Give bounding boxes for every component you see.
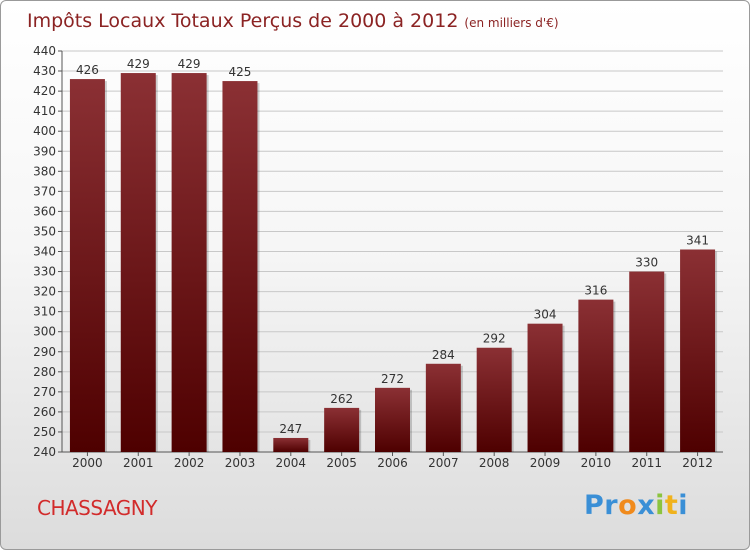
- x-tick-label: 2002: [174, 456, 205, 470]
- logo-letter: o: [618, 490, 638, 521]
- y-tick-label: 410: [33, 104, 56, 118]
- bar: [222, 81, 258, 452]
- bar: [375, 387, 410, 452]
- y-tick-label: 300: [33, 325, 56, 339]
- y-tick-label: 350: [33, 224, 56, 238]
- chart-title: Impôts Locaux Totaux Perçus de 2000 à 20…: [27, 10, 559, 32]
- y-tick-label: 420: [33, 84, 56, 98]
- data-label: 272: [381, 372, 404, 386]
- x-tick-label: 2005: [326, 456, 357, 470]
- y-tick-label: 400: [33, 124, 56, 138]
- x-tick-label: 2004: [276, 456, 307, 470]
- bar: [120, 73, 156, 453]
- y-tick-label: 280: [33, 365, 56, 379]
- y-tick-label: 360: [33, 204, 56, 218]
- logo-letter: i: [678, 490, 689, 521]
- data-label: 292: [483, 332, 506, 346]
- bar: [171, 73, 207, 453]
- data-label: 426: [76, 63, 99, 77]
- bar: [425, 363, 461, 452]
- y-tick-label: 320: [33, 285, 56, 299]
- x-tick-label: 2012: [682, 456, 713, 470]
- bar: [527, 323, 563, 452]
- y-tick-label: 430: [33, 64, 56, 78]
- data-label: 341: [686, 233, 709, 247]
- data-label: 316: [584, 284, 607, 298]
- y-tick-label: 370: [33, 184, 56, 198]
- x-tick-label: 2006: [377, 456, 408, 470]
- chart-title-text: Impôts Locaux Totaux Perçus de 2000 à 20…: [27, 10, 459, 32]
- x-tick-label: 2003: [225, 456, 256, 470]
- bar: [680, 249, 716, 452]
- bar: [324, 407, 360, 452]
- bar: [476, 347, 512, 452]
- logo-letter: t: [664, 490, 679, 521]
- y-tick-label: 250: [33, 425, 56, 439]
- x-tick-label: 2000: [72, 456, 103, 470]
- y-tick-label: 260: [33, 405, 56, 419]
- x-tick-label: 2008: [479, 456, 510, 470]
- data-label: 284: [432, 348, 455, 362]
- logo-letter: i: [655, 490, 665, 521]
- x-tick-label: 2011: [631, 456, 662, 470]
- x-tick-label: 2001: [123, 456, 154, 470]
- y-tick-label: 340: [33, 245, 56, 259]
- data-label: 429: [127, 57, 150, 71]
- bar: [629, 271, 665, 452]
- y-tick-label: 270: [33, 385, 56, 399]
- y-tick-label: 380: [33, 164, 56, 178]
- y-tick-label: 390: [33, 144, 56, 158]
- y-tick-label: 440: [33, 44, 56, 58]
- commune-name: CHASSAGNY: [37, 496, 157, 520]
- data-label: 262: [330, 392, 353, 406]
- data-label: 304: [534, 308, 557, 322]
- chart-unit: (en milliers d'€): [464, 16, 559, 30]
- x-tick-label: 2010: [581, 456, 612, 470]
- data-label: 429: [178, 57, 201, 71]
- logo-letter: P: [584, 490, 605, 521]
- bar: [69, 79, 105, 452]
- y-tick-label: 330: [33, 265, 56, 279]
- y-tick-label: 290: [33, 345, 56, 359]
- logo-letter: x: [637, 490, 656, 521]
- y-tick-label: 310: [33, 305, 56, 319]
- proxiti-logo: Proxiti: [584, 490, 688, 521]
- bar: [578, 299, 614, 452]
- y-tick-label: 240: [33, 445, 56, 459]
- x-tick-label: 2007: [428, 456, 459, 470]
- data-label: 330: [635, 256, 658, 270]
- logo-letter: r: [604, 490, 619, 521]
- data-label: 425: [229, 65, 252, 79]
- bar: [273, 437, 309, 452]
- data-label: 247: [279, 422, 302, 436]
- x-tick-label: 2009: [530, 456, 561, 470]
